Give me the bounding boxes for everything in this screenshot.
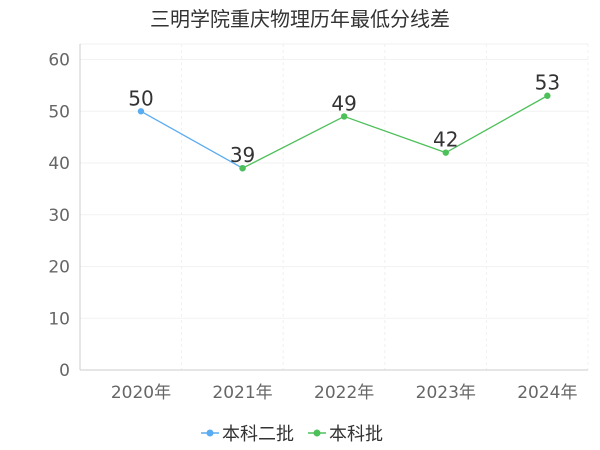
y-tick-label: 40 bbox=[48, 154, 70, 174]
y-axis-ticks: 0 10 20 30 40 50 60 bbox=[48, 51, 70, 381]
series-line-0 bbox=[140, 110, 243, 169]
y-tick-label: 50 bbox=[48, 102, 70, 122]
data-labels: 50 39 49 42 53 bbox=[128, 71, 560, 167]
x-tick-label: 2020年 bbox=[111, 383, 171, 403]
x-axis-ticks: 2020年 2021年 2022年 2023年 2024年 bbox=[111, 383, 578, 403]
data-point bbox=[239, 164, 246, 172]
legend-swatch-marker bbox=[313, 429, 321, 437]
y-tick-label: 30 bbox=[48, 206, 70, 226]
axes bbox=[79, 44, 588, 371]
data-point bbox=[340, 113, 348, 120]
data-label: 42 bbox=[433, 128, 458, 152]
y-tick-label: 20 bbox=[48, 258, 70, 278]
y-tick-label: 10 bbox=[48, 309, 70, 329]
x-tick-label: 2023年 bbox=[416, 383, 476, 403]
x-tick-label: 2022年 bbox=[314, 383, 374, 403]
series-lines bbox=[140, 95, 548, 169]
x-tick-label: 2021年 bbox=[212, 383, 272, 403]
series-line-1 bbox=[242, 95, 548, 169]
data-label: 53 bbox=[535, 71, 560, 95]
data-point bbox=[137, 108, 145, 115]
data-points bbox=[137, 92, 551, 172]
legend-label: 本科批 bbox=[329, 424, 383, 445]
chart-title: 三明学院重庆物理历年最低分线差 bbox=[150, 7, 450, 31]
data-label: 50 bbox=[128, 86, 153, 110]
legend-label: 本科二批 bbox=[222, 424, 294, 445]
data-point bbox=[544, 92, 551, 99]
x-tick-label: 2024年 bbox=[517, 383, 577, 403]
legend: 本科二批 本科批 bbox=[201, 424, 383, 445]
y-tick-label: 0 bbox=[59, 361, 70, 381]
legend-swatch-marker bbox=[206, 429, 214, 437]
y-tick-label: 60 bbox=[48, 51, 70, 71]
data-label: 49 bbox=[331, 91, 356, 115]
data-point bbox=[442, 149, 449, 156]
data-label: 39 bbox=[230, 143, 255, 167]
grid-lines bbox=[79, 43, 589, 370]
